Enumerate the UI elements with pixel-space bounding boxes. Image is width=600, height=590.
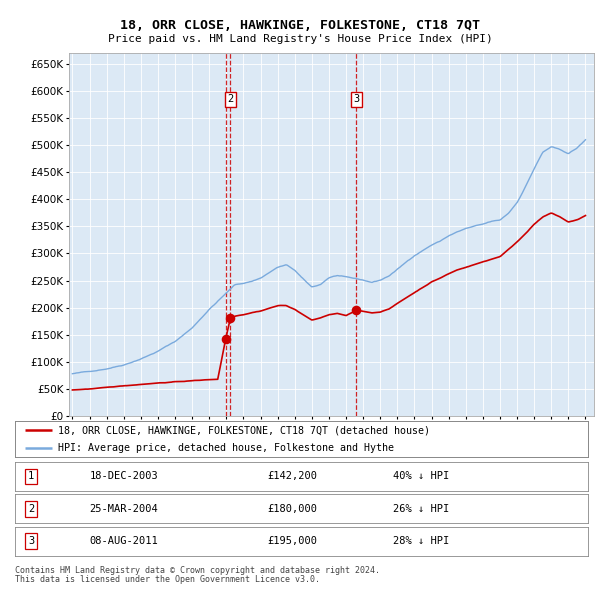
Text: 1: 1 [28, 471, 34, 481]
Text: This data is licensed under the Open Government Licence v3.0.: This data is licensed under the Open Gov… [15, 575, 320, 584]
Text: Contains HM Land Registry data © Crown copyright and database right 2024.: Contains HM Land Registry data © Crown c… [15, 566, 380, 575]
Point [221, 334, 230, 343]
Text: 2: 2 [28, 504, 34, 514]
Point [352, 306, 361, 315]
Text: 3: 3 [28, 536, 34, 546]
Text: 26% ↓ HPI: 26% ↓ HPI [393, 504, 449, 514]
Text: 40% ↓ HPI: 40% ↓ HPI [393, 471, 449, 481]
Text: 25-MAR-2004: 25-MAR-2004 [89, 504, 158, 514]
Text: £195,000: £195,000 [267, 536, 317, 546]
Text: 18, ORR CLOSE, HAWKINGE, FOLKESTONE, CT18 7QT (detached house): 18, ORR CLOSE, HAWKINGE, FOLKESTONE, CT1… [58, 425, 430, 435]
Text: £142,200: £142,200 [267, 471, 317, 481]
Text: £180,000: £180,000 [267, 504, 317, 514]
Text: 2: 2 [227, 94, 233, 104]
Text: 28% ↓ HPI: 28% ↓ HPI [393, 536, 449, 546]
Text: Price paid vs. HM Land Registry's House Price Index (HPI): Price paid vs. HM Land Registry's House … [107, 34, 493, 44]
Text: HPI: Average price, detached house, Folkestone and Hythe: HPI: Average price, detached house, Folk… [58, 444, 394, 454]
Text: 08-AUG-2011: 08-AUG-2011 [89, 536, 158, 546]
Point [226, 314, 235, 323]
Text: 18-DEC-2003: 18-DEC-2003 [89, 471, 158, 481]
Text: 18, ORR CLOSE, HAWKINGE, FOLKESTONE, CT18 7QT: 18, ORR CLOSE, HAWKINGE, FOLKESTONE, CT1… [120, 19, 480, 32]
Text: 3: 3 [353, 94, 359, 104]
